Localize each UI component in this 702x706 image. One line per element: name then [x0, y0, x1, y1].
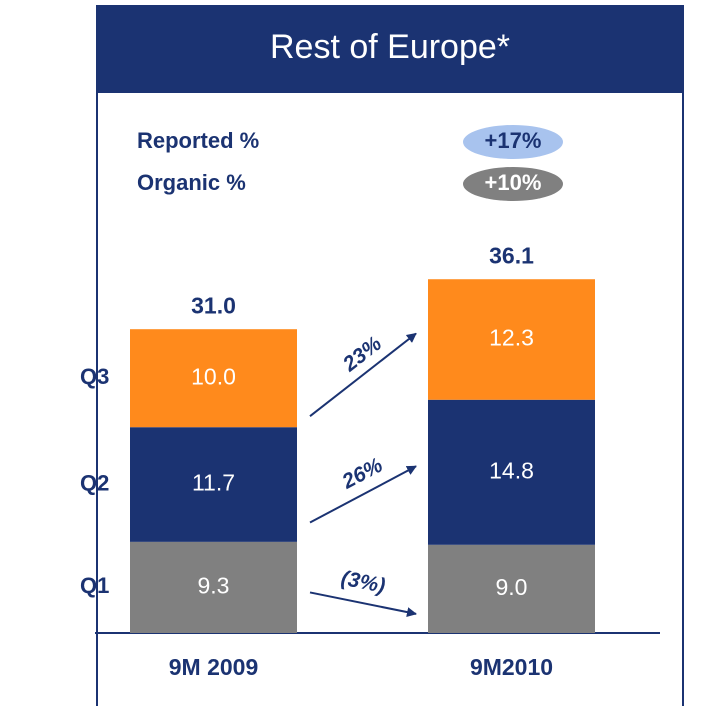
bar-segment: [428, 399, 595, 545]
growth-arrow: [309, 465, 417, 524]
segment-label: 9.3: [198, 573, 230, 599]
summary-value: +10%: [485, 170, 542, 195]
bar-segment: [130, 427, 297, 542]
segment-label: 11.7: [192, 470, 235, 496]
growth-label: (3%): [339, 567, 387, 598]
summary-pill: [463, 125, 563, 159]
header-band: [97, 5, 683, 93]
total-label: 36.1: [489, 242, 534, 268]
summary-label: Reported %: [137, 128, 259, 153]
growth-arrow: [309, 591, 417, 618]
segment-label: 10.0: [191, 363, 236, 389]
bar-segment: [428, 279, 595, 400]
chart-title: Rest of Europe*: [270, 28, 510, 66]
summary-pill: [463, 167, 563, 201]
growth-label: 26%: [338, 453, 387, 494]
bar-segment: [130, 329, 297, 428]
summary-value: +17%: [485, 128, 542, 153]
growth-arrow: [309, 332, 417, 417]
legend-label: Q2: [80, 470, 109, 495]
x-tick-label: 9M2010: [470, 654, 553, 680]
x-tick-label: 9M 2009: [169, 654, 259, 680]
legend-label: Q3: [80, 364, 109, 389]
bar-segment: [130, 541, 297, 633]
segment-label: 14.8: [489, 457, 534, 483]
growth-label: 23%: [338, 332, 386, 377]
total-label: 31.0: [191, 292, 236, 318]
legend-label: Q1: [80, 573, 109, 598]
bar-segment: [428, 544, 595, 633]
summary-label: Organic %: [137, 170, 246, 195]
segment-label: 12.3: [489, 325, 534, 351]
segment-label: 9.0: [496, 574, 528, 600]
